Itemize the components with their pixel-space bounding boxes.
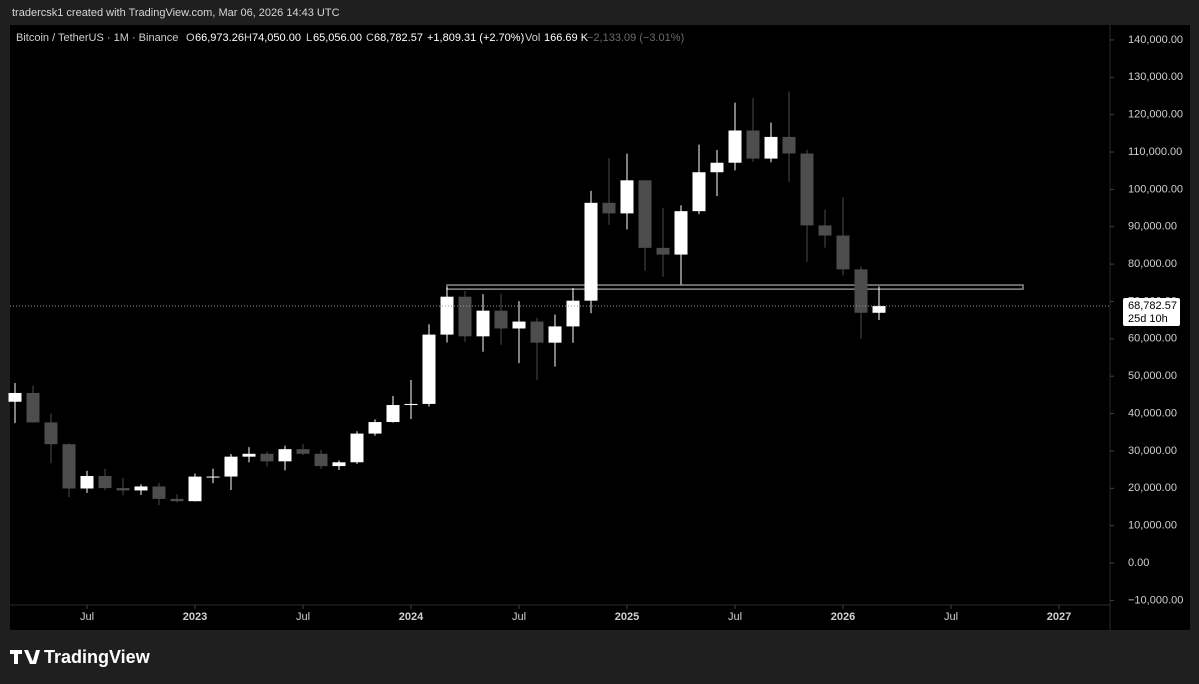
candle-body [8,392,22,402]
price-tag [1123,298,1180,327]
candle-body [278,449,292,462]
legend-symbol: Bitcoin / TetherUS · 1M · Binance [16,32,178,44]
y-tick-label: 50,000.00 [1128,370,1177,382]
y-tick-label: 80,000.00 [1128,258,1177,270]
candle-body [494,310,508,329]
candle-body [134,486,148,491]
candle-body [116,488,130,491]
candle-body [26,392,40,423]
y-tick-label: 30,000.00 [1128,445,1177,457]
candle-body [206,476,220,478]
legend-change: +1,809.31 (+2.70%) [427,32,524,44]
x-tick-label: Jul [296,611,310,623]
x-tick-label: Jul [944,611,958,623]
candle-body [404,403,418,406]
legend-vol: 166.69 K [544,32,589,44]
candle-body [566,300,580,327]
candle-body [458,296,472,337]
legend-c: C [366,32,374,44]
legend-high: 74,050.00 [252,32,301,44]
y-tick-label: 20,000.00 [1128,482,1177,494]
x-tick-label: 2025 [615,611,639,623]
x-tick-label: 2026 [831,611,855,623]
candle-body [656,247,670,255]
candle-body [224,456,238,477]
candle-body [188,476,202,502]
price-tag-label: 68,782.57 [1128,300,1177,312]
x-tick-label: Jul [728,611,742,623]
y-tick-label: 10,000.00 [1128,520,1177,532]
legend-low: 65,056.00 [313,32,362,44]
candle-body [620,180,634,214]
candle-body [44,422,58,445]
author-line: tradercsk1 created with TradingView.com,… [12,7,340,19]
candle-body [746,130,760,159]
candle-body [332,462,346,467]
candle-body [476,310,490,337]
x-tick-label: 2027 [1047,611,1071,623]
y-tick-label: 90,000.00 [1128,221,1177,233]
x-tick-label: Jul [512,611,526,623]
candle-body [692,172,706,212]
candle-body [530,321,544,343]
footer-logo: TradingView [10,647,151,667]
candle-body [386,405,400,423]
candle-body [422,334,436,404]
candle-body [152,486,166,499]
candle-body [818,225,832,236]
legend-o: O [186,32,195,44]
candle-body [260,453,274,462]
candle-body [764,136,778,159]
legend-vol-change: −2,133.09 (−3.01%) [587,32,684,44]
candle-body [314,453,328,467]
y-tick-label: 110,000.00 [1128,146,1182,158]
y-tick-label: 130,000.00 [1128,71,1183,83]
candle-body [548,326,562,343]
legend-vol-label: Vol [525,32,540,44]
candle-body [98,475,112,489]
candle-body [674,211,688,255]
legend-h: H [244,32,252,44]
candle-body [170,498,184,502]
candle-body [728,130,742,163]
candle-body [584,202,598,301]
y-tick-label: 40,000.00 [1128,407,1177,419]
y-tick-label: 100,000.00 [1128,183,1183,195]
logo-icon [10,650,40,664]
y-tick-label: 120,000.00 [1128,109,1183,121]
candle-body [872,306,886,313]
candle-body [296,449,310,454]
candle-body [368,422,382,434]
chart-panel [10,25,1190,630]
y-tick-label: 140,000.00 [1128,34,1183,46]
candle-body [242,453,256,457]
y-tick-label: −10,000.00 [1128,594,1183,606]
price-tag-countdown: 25d 10h [1128,313,1168,325]
candle-body [800,153,814,226]
candle-body [80,475,94,489]
candle-body [440,296,454,335]
legend-open: 66,973.26 [195,32,244,44]
candle-body [62,444,76,489]
y-tick-label: 0.00 [1128,557,1149,569]
x-tick-label: Jul [80,611,94,623]
candle-body [350,433,364,463]
x-tick-label: 2024 [399,611,424,623]
legend-l: L [306,32,312,44]
candle-body [782,136,796,154]
candle-body [854,269,868,313]
candle-body [836,235,850,270]
x-tick-label: 2023 [183,611,207,623]
candle-body [602,202,616,214]
legend-close: 68,782.57 [374,32,423,44]
footer-brand: TradingView [44,647,151,667]
candle-body [638,180,652,248]
price-zone [446,284,1024,290]
candle-body [710,162,724,173]
y-tick-label: 60,000.00 [1128,333,1177,345]
candle-body [512,321,526,329]
